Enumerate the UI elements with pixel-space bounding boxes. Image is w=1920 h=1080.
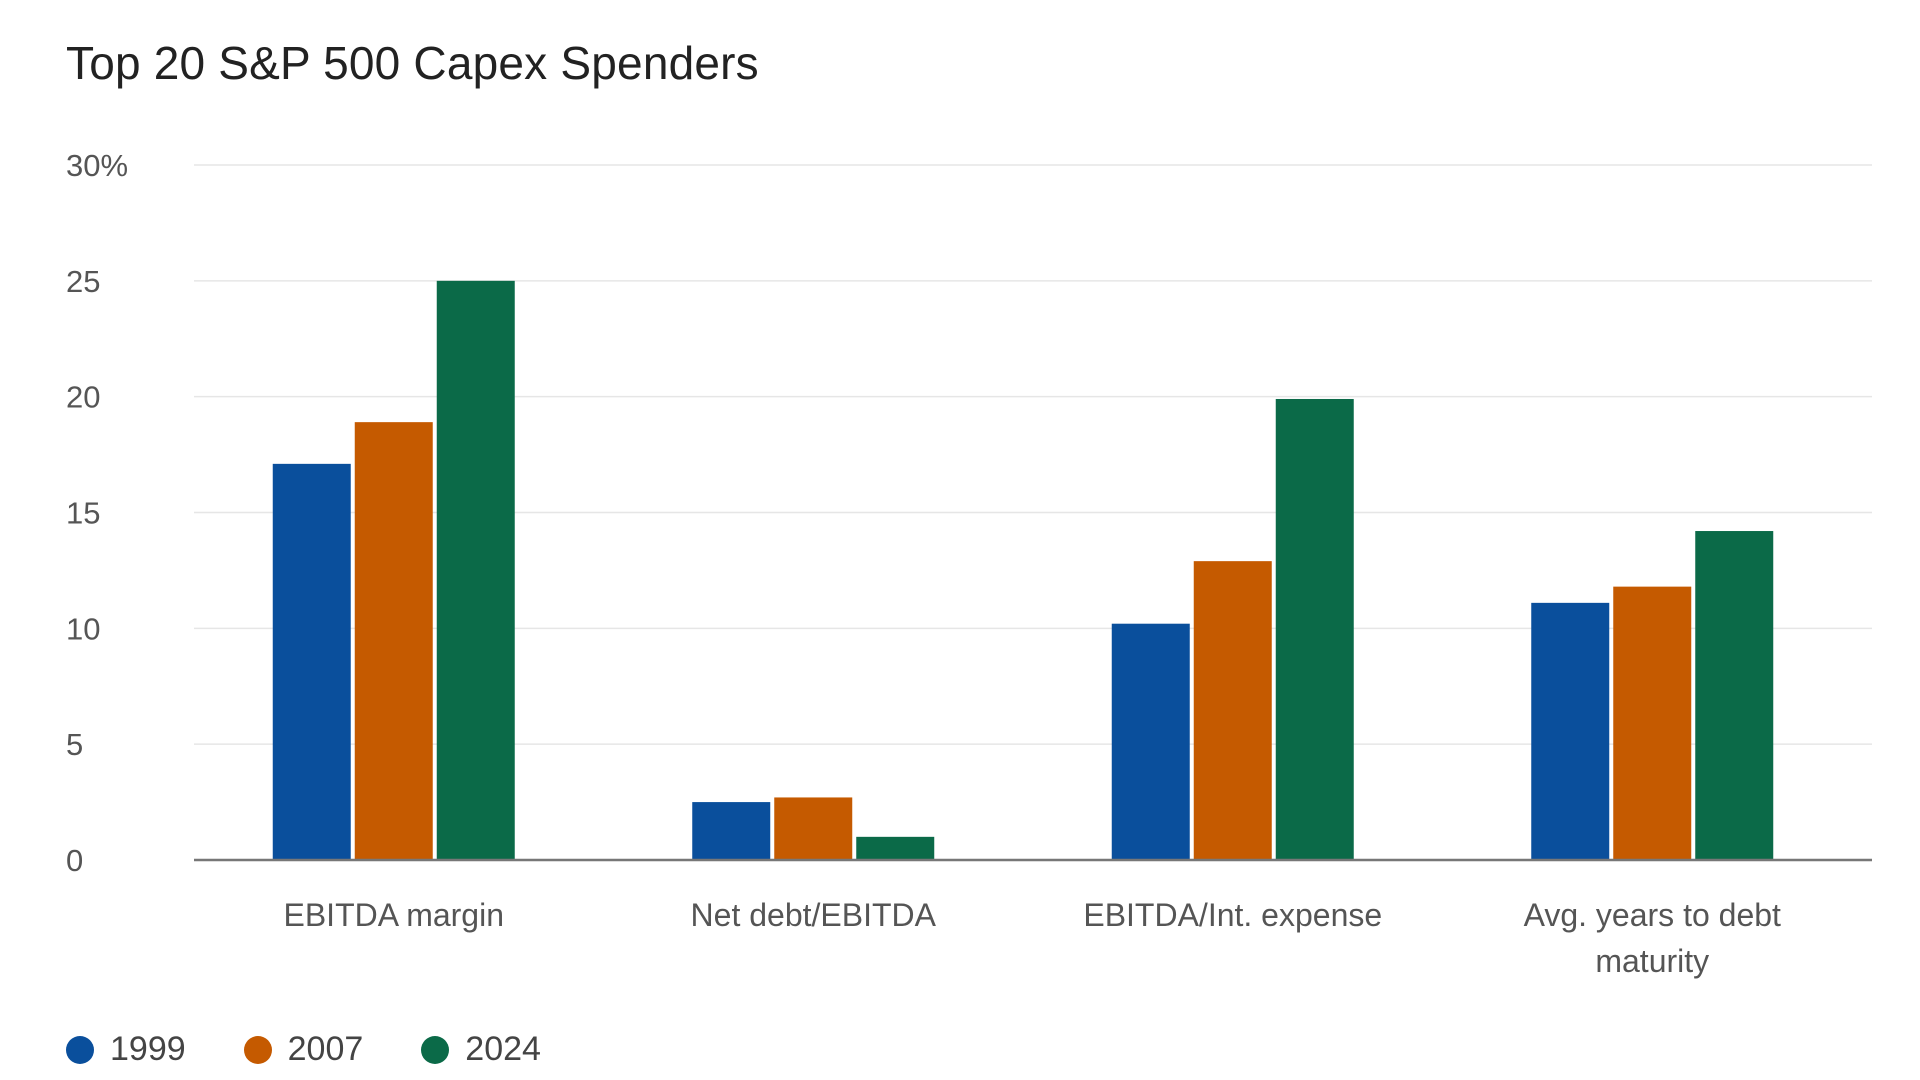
legend-label: 2024 <box>465 1030 541 1068</box>
y-tick-label: 0 <box>66 843 83 878</box>
bar-2007-2 <box>1193 561 1272 860</box>
bar-2007-3 <box>1613 586 1692 860</box>
y-tick-label: 10 <box>66 611 100 646</box>
chart-plot-area: 0 5 10 15 20 25 30% EBITDA margin Net debt/EBITD… <box>66 148 1872 979</box>
bar-2007-1 <box>774 797 853 860</box>
chart-title: Top 20 S&P 500 Capex Spenders <box>66 37 759 89</box>
legend-item-1999: 1999 <box>66 1030 186 1069</box>
x-category-label: Avg. years to debt <box>1524 897 1781 933</box>
x-category-label: EBITDA/Int. expense <box>1083 897 1382 933</box>
legend-item-2007: 2007 <box>243 1030 364 1069</box>
y-tick-label: 25 <box>66 264 100 299</box>
bar-2024-3 <box>1695 531 1774 860</box>
y-tick-label: 30% <box>66 148 128 183</box>
bar-1999-0 <box>272 463 351 860</box>
bar-1999-3 <box>1531 602 1610 860</box>
bar-2024-0 <box>436 280 515 860</box>
bar-2024-1 <box>856 836 935 860</box>
y-tick-label: 15 <box>66 496 100 531</box>
legend-swatch-icon <box>421 1035 450 1064</box>
bar-2007-0 <box>354 422 433 860</box>
legend-label: 2007 <box>287 1030 364 1068</box>
legend-swatch-icon <box>243 1035 272 1064</box>
x-category-label: Net debt/EBITDA <box>691 897 937 933</box>
bar-1999-2 <box>1111 623 1190 860</box>
legend-swatch-icon <box>66 1035 94 1064</box>
x-category-label: maturity <box>1595 943 1709 979</box>
x-category-label: EBITDA margin <box>283 897 504 933</box>
legend-item-2024: 2024 <box>421 1030 541 1069</box>
bar-2024-2 <box>1275 398 1354 860</box>
legend-label: 1999 <box>110 1030 186 1068</box>
chart-legend: 1999 2007 2024 <box>66 1030 541 1069</box>
y-tick-label: 20 <box>66 380 100 415</box>
y-tick-label: 5 <box>66 727 83 762</box>
bar-1999-1 <box>692 802 771 860</box>
